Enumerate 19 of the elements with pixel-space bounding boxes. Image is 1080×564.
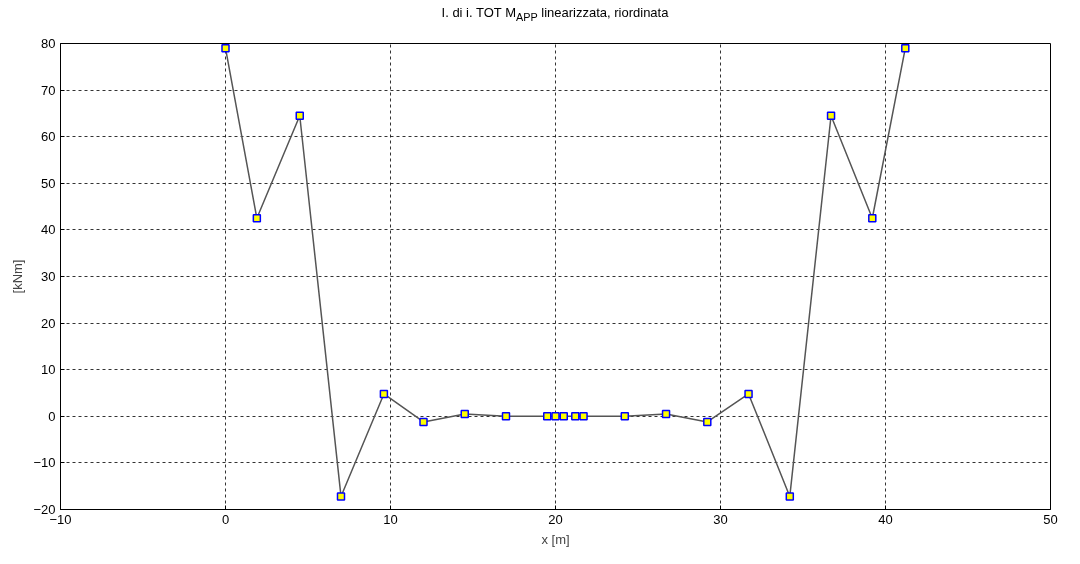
- y-tick-label: 0: [48, 408, 56, 424]
- x-tick-label: 0: [221, 511, 230, 527]
- y-tick-label: 20: [41, 315, 56, 331]
- x-tick-label: 30: [713, 511, 728, 527]
- y-tick-label: 80: [41, 36, 56, 51]
- y-axis-title: [kNm]: [10, 259, 26, 294]
- y-tick-label: 30: [41, 269, 56, 284]
- x-tick-label: 10: [383, 511, 398, 527]
- y-tick-label: 40: [41, 222, 56, 238]
- y-tick-label: 10: [41, 362, 56, 378]
- x-tick-label: 50: [1043, 511, 1058, 527]
- x-tick-label: 20: [548, 511, 563, 527]
- x-axis-title: x [m]: [541, 531, 570, 547]
- y-tick-label: 50: [41, 175, 56, 191]
- y-tick-label: 70: [41, 82, 56, 98]
- y-tick-label: −10: [33, 455, 56, 471]
- x-tick-label: 40: [878, 511, 893, 527]
- chart-title: I. di i. TOT M$_{APP}$ linearizzata, riordinata: [441, 4, 669, 25]
- y-tick-label: 60: [41, 129, 56, 145]
